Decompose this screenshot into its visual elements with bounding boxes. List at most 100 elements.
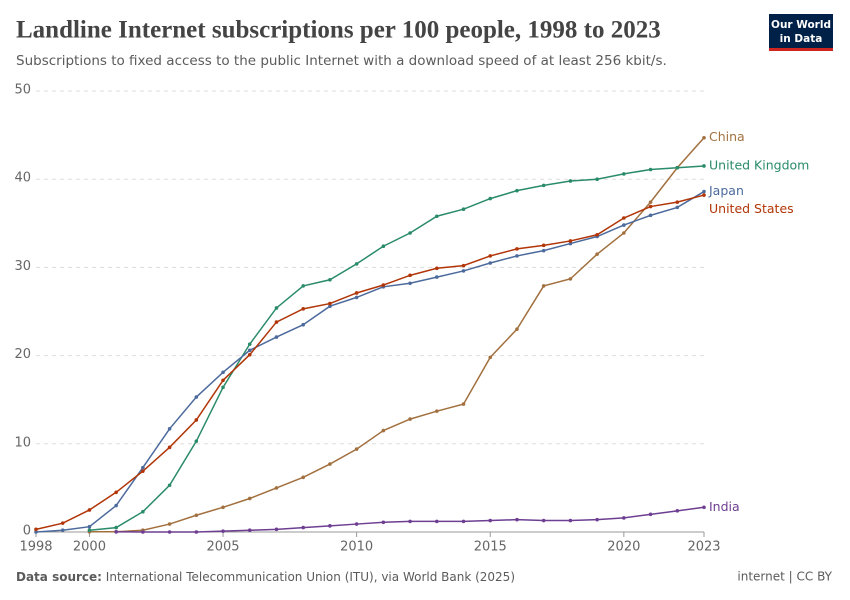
data-point — [702, 193, 706, 197]
data-point — [541, 284, 546, 288]
data-point — [675, 509, 680, 513]
license[interactable]: internet | CC BY — [737, 570, 832, 584]
data-point — [675, 205, 680, 210]
data-point — [328, 277, 332, 282]
data-point — [461, 402, 466, 406]
data-point — [488, 254, 493, 258]
data-point — [648, 512, 653, 517]
data-point — [568, 518, 573, 523]
data-point — [595, 252, 599, 256]
data-point — [354, 291, 359, 295]
y-tick-label: 0 — [23, 524, 31, 539]
data-point — [595, 232, 599, 237]
data-point — [541, 518, 546, 523]
data-point — [515, 247, 519, 251]
data-point — [114, 525, 118, 530]
data-point — [247, 528, 252, 533]
data-point — [301, 284, 306, 288]
data-point — [515, 188, 519, 193]
data-point — [274, 335, 279, 339]
data-point — [274, 527, 279, 532]
y-tick-label: 50 — [14, 83, 31, 98]
y-tick-label: 30 — [14, 259, 31, 274]
x-tick-label: 1998 — [19, 540, 52, 555]
series-label: United States — [709, 201, 794, 216]
data-point — [488, 355, 493, 360]
data-point — [461, 263, 466, 268]
data-point — [274, 320, 279, 324]
data-point — [408, 231, 412, 235]
data-point — [435, 214, 439, 219]
data-point — [167, 522, 172, 526]
data-point — [435, 275, 439, 279]
data-point — [622, 216, 626, 220]
data-point — [515, 327, 519, 331]
logo-text: in Data — [780, 33, 823, 45]
series-line — [35, 190, 705, 533]
data-point — [221, 385, 225, 390]
data-point — [194, 513, 199, 518]
data-point — [568, 239, 573, 243]
data-point — [408, 519, 412, 524]
chart-subtitle: Subscriptions to fixed access to the pub… — [16, 53, 667, 69]
source-label: Data source: — [16, 570, 102, 584]
data-point — [488, 518, 493, 523]
data-point — [167, 483, 172, 488]
data-point — [435, 519, 439, 524]
data-point — [141, 469, 145, 473]
data-point — [167, 427, 172, 431]
data-point — [541, 243, 546, 248]
data-point — [541, 248, 546, 253]
data-point — [354, 262, 359, 266]
logo-text: Our World — [771, 19, 831, 31]
data-point — [221, 505, 225, 510]
data-point — [60, 521, 65, 525]
data-point — [648, 167, 653, 172]
data-point — [595, 517, 599, 522]
data-point — [34, 527, 38, 532]
data-point — [114, 530, 118, 534]
x-tick-label: 2010 — [340, 540, 373, 555]
data-point — [141, 530, 145, 534]
data-point — [354, 447, 359, 451]
data-point — [648, 213, 653, 218]
data-point — [702, 164, 706, 168]
x-tick-label: 2005 — [206, 540, 239, 555]
data-point — [381, 283, 386, 287]
data-point — [702, 135, 706, 140]
data-point — [247, 348, 252, 353]
data-point — [648, 204, 653, 209]
data-point — [381, 520, 386, 525]
logo-bar — [769, 48, 833, 51]
data-point — [141, 465, 145, 470]
source-text: International Telecommunication Union (I… — [106, 570, 515, 584]
logo-box — [769, 14, 833, 48]
y-tick-label: 20 — [14, 347, 31, 362]
data-point — [381, 244, 386, 249]
data-point — [301, 475, 306, 480]
data-point — [328, 524, 332, 528]
data-point — [622, 231, 626, 235]
data-point — [622, 516, 626, 520]
data-point — [60, 528, 65, 533]
y-tick-label: 40 — [14, 171, 31, 186]
data-point — [675, 200, 680, 204]
series-label: China — [709, 129, 745, 144]
data-point — [274, 486, 279, 490]
data-point — [274, 306, 279, 310]
data-point — [247, 342, 252, 346]
series-line — [89, 165, 705, 531]
x-tick-label: 2020 — [607, 540, 640, 555]
data-point — [488, 261, 493, 265]
data-point — [568, 277, 573, 281]
data-point — [167, 445, 172, 450]
logo[interactable]: Our World in Data — [769, 14, 833, 51]
data-point — [34, 530, 38, 534]
data-point — [194, 530, 199, 534]
data-point — [87, 524, 92, 529]
data-point — [114, 490, 118, 495]
series-line — [89, 137, 705, 533]
x-tick-label: 2000 — [73, 540, 106, 555]
